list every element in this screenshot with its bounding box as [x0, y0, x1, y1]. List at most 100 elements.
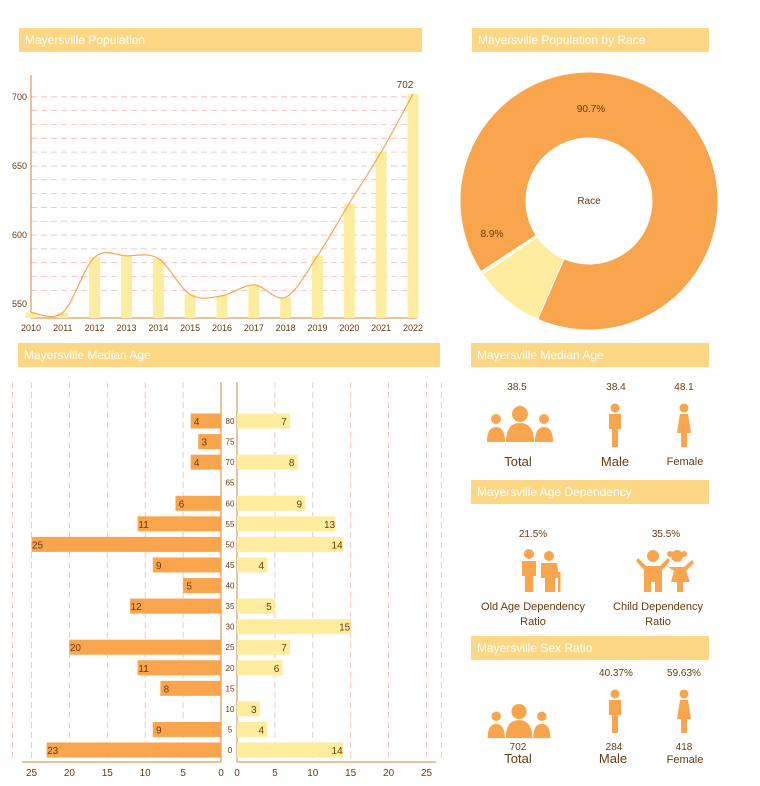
bar-value-label: 14 — [332, 746, 344, 757]
old-age-dependency-label-line2: Ratio — [520, 616, 546, 628]
population-bar — [57, 312, 69, 318]
x-tick-label: 15 — [345, 768, 357, 779]
category-label: 20 — [226, 664, 235, 673]
right-bar — [237, 639, 291, 655]
right-bar — [237, 742, 344, 758]
x-tick-label: 2019 — [307, 323, 327, 333]
right-bar — [237, 516, 336, 532]
x-tick-label: 2021 — [371, 323, 391, 333]
x-tick-label: 2022 — [403, 323, 423, 333]
elderly-couple-icon — [522, 549, 561, 592]
slice-label: 90.7% — [577, 104, 605, 115]
bar-value-label: 9 — [156, 561, 162, 572]
right-bar — [237, 495, 306, 511]
center-label: Race — [577, 196, 601, 207]
left-bar — [31, 536, 221, 552]
population-bar — [25, 312, 37, 318]
sex-total-label: Total — [504, 751, 532, 766]
left-bar — [190, 454, 221, 470]
x-tick-label: 10 — [140, 768, 152, 779]
bar-value-label: 5 — [186, 582, 192, 593]
right-bar — [237, 413, 291, 429]
x-tick-label: 2012 — [85, 323, 105, 333]
population-bar — [312, 255, 323, 318]
median-age-male-value: 38.4 — [606, 382, 626, 393]
bar-value-label: 25 — [32, 540, 44, 551]
left-bar — [183, 578, 221, 594]
male-pct-value: 40.37% — [599, 668, 633, 679]
old-age-dependency-label-line1: Old Age Dependency — [481, 601, 585, 613]
median-age-total-value: 38.5 — [507, 382, 527, 393]
left-bar — [152, 557, 221, 573]
bar-value-label: 8 — [164, 684, 170, 695]
x-tick-label: 2016 — [212, 323, 232, 333]
category-label: 60 — [226, 499, 235, 508]
male-icon — [609, 403, 621, 447]
data-label: 702 — [397, 80, 414, 91]
right-bar — [237, 598, 275, 614]
x-tick-label: 2013 — [116, 323, 136, 333]
x-tick-label: 25 — [26, 768, 38, 779]
population-bar — [375, 152, 387, 318]
right-bar — [237, 619, 351, 635]
bar-value-label: 11 — [138, 664, 149, 675]
x-tick-label: 5 — [272, 768, 278, 779]
male-icon — [609, 689, 621, 733]
population-bar — [343, 203, 355, 318]
right-bar — [237, 701, 260, 717]
category-label: 40 — [226, 582, 235, 591]
median-age-male-label: Male — [600, 454, 630, 469]
bar-value-label: 4 — [259, 725, 265, 736]
child-dependency-label-line2: Ratio — [645, 616, 671, 628]
left-bar — [152, 721, 221, 737]
sex-total-value: 702 — [509, 742, 527, 753]
child-dependency-label-line1: Child Dependency — [613, 601, 703, 613]
bar-value-label: 8 — [289, 458, 295, 469]
median-age-total-label: Total — [504, 454, 532, 469]
right-bar — [237, 454, 298, 470]
population-bar — [280, 297, 292, 318]
sex-female-value: 418 — [675, 742, 693, 753]
category-label: 5 — [228, 725, 233, 734]
x-tick-label: 2010 — [21, 323, 41, 333]
median-age-female-label: Female — [666, 456, 704, 468]
x-tick-label: 2015 — [180, 323, 200, 333]
left-bar — [137, 516, 221, 532]
bar-value-label: 3 — [251, 705, 257, 716]
old-age-dependency-value: 21.5% — [518, 529, 548, 540]
bar-value-label: 14 — [332, 540, 344, 551]
child-dependency-label: Child Dependency Ratio — [600, 600, 716, 630]
population-bar — [152, 258, 164, 318]
x-tick-label: 2014 — [148, 323, 168, 333]
left-bar — [137, 660, 221, 676]
category-label: 0 — [228, 746, 233, 755]
x-tick-label: 15 — [102, 768, 114, 779]
x-tick-label: 0 — [234, 768, 240, 779]
child-dependency-value: 35.5% — [651, 529, 681, 540]
bar-value-label: 11 — [138, 520, 149, 531]
left-bar — [130, 598, 221, 614]
bar-value-label: 9 — [156, 725, 162, 736]
female-pct-value: 59.63% — [667, 668, 701, 679]
bar-value-label: 3 — [201, 438, 207, 449]
population-line — [30, 93, 414, 318]
bar-value-label: 7 — [281, 417, 287, 428]
left-bar — [175, 495, 221, 511]
bar-value-label: 13 — [324, 520, 336, 531]
x-tick-label: 20 — [64, 768, 76, 779]
dependency-title: Mayersville Age Dependency — [471, 480, 709, 504]
x-tick-label: 10 — [307, 768, 319, 779]
x-tick-label: 2020 — [339, 323, 359, 333]
category-label: 35 — [226, 602, 235, 611]
right-bar — [237, 536, 344, 552]
race-title: Mayersville Population by Race — [472, 28, 709, 52]
category-label: 55 — [226, 520, 235, 529]
category-label: 80 — [226, 417, 235, 426]
left-bar — [69, 639, 222, 655]
x-tick-label: 2011 — [53, 323, 72, 333]
y-tick-label: 600 — [12, 230, 27, 240]
bar-value-label: 7 — [281, 643, 287, 654]
bar-value-label: 4 — [194, 458, 200, 469]
